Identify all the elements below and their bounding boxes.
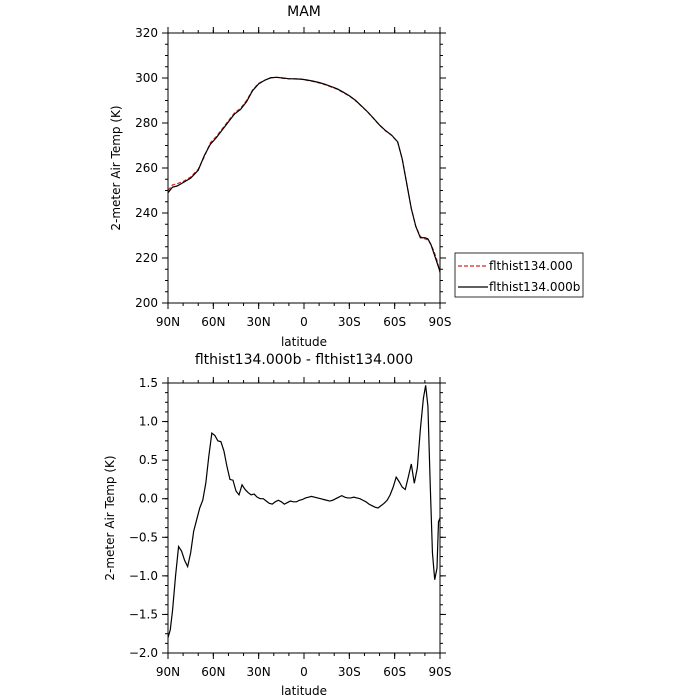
legend: flthist134.000 flthist134.000b — [454, 252, 584, 298]
y-axis-label: 2-meter Air Temp (K) — [103, 455, 117, 580]
y-tick-label: 1.0 — [139, 415, 158, 429]
x-tick-label: 30S — [338, 315, 361, 329]
y-tick-label: 0.0 — [139, 492, 158, 506]
chart-title: MAM — [287, 4, 321, 20]
x-tick-label: 90S — [429, 315, 452, 329]
y-tick-label: 220 — [135, 251, 158, 265]
y-tick-label: 1.5 — [139, 376, 158, 390]
y-tick-label: 240 — [135, 206, 158, 220]
series-line-difference — [168, 385, 440, 638]
x-tick-label: 0 — [300, 315, 308, 329]
x-tick-label: 60N — [201, 315, 225, 329]
y-axis-label: 2-meter Air Temp (K) — [109, 105, 123, 230]
y-tick-label: 260 — [135, 161, 158, 175]
x-tick-label: 90N — [156, 315, 180, 329]
x-tick-label: 60S — [383, 315, 406, 329]
plot-frame — [167, 32, 441, 304]
plot-frame — [167, 382, 441, 654]
legend-label: flthist134.000b — [489, 280, 580, 294]
y-tick-label: 200 — [135, 296, 158, 310]
y-tick-label: −1.5 — [129, 607, 158, 621]
series-line-flthist134-000b — [168, 76, 440, 272]
y-tick-label: 320 — [135, 26, 158, 40]
x-tick-label: 90N — [156, 665, 180, 679]
x-tick-label: 60N — [201, 665, 225, 679]
chart-title: flthist134.000b - flthist134.000 — [195, 352, 413, 368]
x-tick-label: 30S — [338, 665, 361, 679]
x-tick-label: 90S — [429, 665, 452, 679]
legend-box — [454, 252, 584, 298]
x-tick-label: 30N — [247, 665, 271, 679]
x-tick-label: 30N — [247, 315, 271, 329]
x-tick-label: 0 — [300, 665, 308, 679]
y-tick-label: −0.5 — [129, 530, 158, 544]
y-tick-label: −1.0 — [129, 569, 158, 583]
y-tick-label: 280 — [135, 116, 158, 130]
series-line-flthist134-000 — [168, 76, 440, 273]
panel-bottom: 90N 60N 30N 0 30S 60S 90S −2.0 −1.5 −1.0 −0.5 0.0 0.… — [103, 352, 451, 698]
legend-label: flthist134.000 — [489, 259, 573, 273]
x-tick-label: 60S — [383, 665, 406, 679]
y-tick-label: 0.5 — [139, 453, 158, 467]
panel-top: 90N 60N 30N 0 30S 60S 90S 200 220 240 260 280 300 320… — [109, 4, 584, 349]
y-tick-label: −2.0 — [129, 646, 158, 660]
x-axis-label: latitude — [281, 335, 327, 349]
y-tick-label: 300 — [135, 71, 158, 85]
x-axis-label: latitude — [281, 684, 327, 698]
